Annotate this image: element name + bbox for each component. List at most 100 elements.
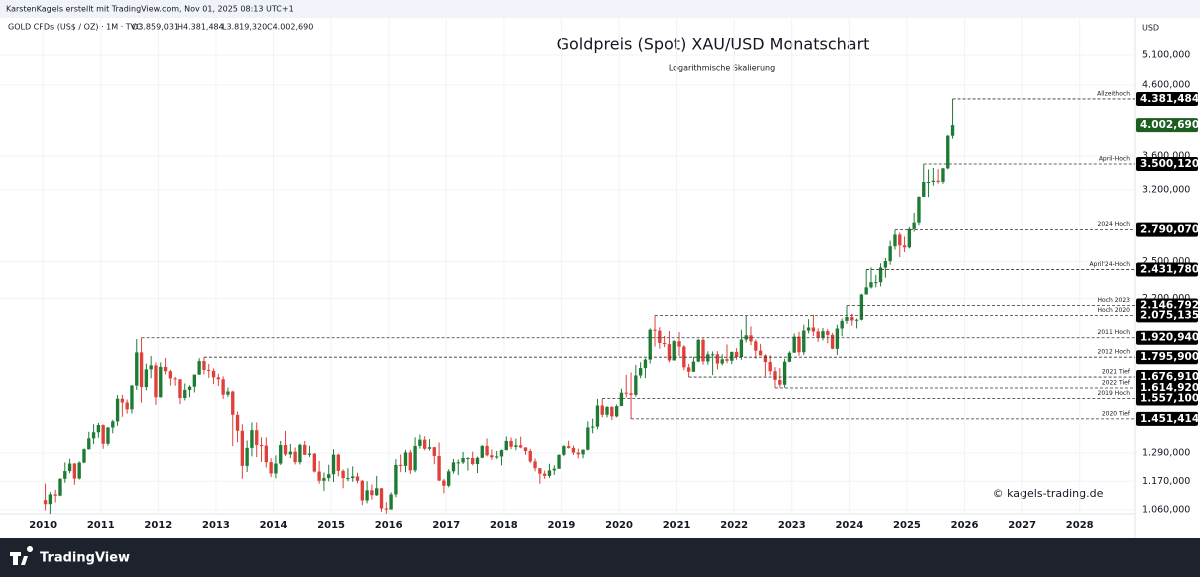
candle-body [758, 350, 763, 356]
current-price-tag [1136, 118, 1198, 133]
candle-body [111, 421, 115, 428]
candle-body [643, 359, 648, 369]
candle-body [202, 361, 206, 370]
price-tag [1136, 222, 1198, 237]
price-tag [1136, 156, 1198, 171]
level-name: 2021 Tief [1102, 369, 1131, 376]
candle-body [835, 328, 840, 349]
candle-body [259, 445, 264, 447]
x-tick-label: 2020 [605, 520, 633, 531]
candle-body [720, 359, 724, 364]
candle-body [394, 464, 398, 495]
candle-body [864, 287, 868, 295]
level-name: 2019 Hoch [1098, 390, 1131, 397]
candle-body [91, 432, 96, 439]
candle-body [605, 406, 609, 415]
candle-body [456, 462, 460, 464]
candle-body [279, 445, 283, 464]
candle-body [423, 439, 427, 449]
candle-body [869, 282, 873, 288]
candle-body [845, 317, 849, 321]
x-tick-label: 2027 [1008, 520, 1036, 531]
candle-body [701, 339, 705, 362]
candle-body [72, 463, 77, 479]
candle-body [115, 398, 120, 422]
candle-body [63, 471, 67, 479]
candle-body [375, 488, 379, 496]
y-tick-label: 3.200,000 [1142, 184, 1190, 195]
candle-body [327, 474, 331, 479]
candle-body [250, 430, 254, 448]
candle-body [547, 470, 552, 476]
candle-body [490, 455, 494, 458]
candle-body [303, 444, 307, 455]
candle-body [231, 391, 235, 415]
candle-body [77, 462, 81, 479]
candle-body [159, 366, 163, 398]
candle-body [854, 319, 859, 321]
brand: TradingView [40, 551, 130, 566]
candle-body [922, 182, 926, 197]
candle-body [667, 344, 672, 361]
candle-body [912, 222, 916, 229]
candle-body [336, 454, 340, 471]
x-tick-label: 2023 [778, 520, 806, 531]
candle-body [600, 405, 604, 415]
candle-body [677, 341, 681, 347]
candle-body [413, 445, 417, 471]
price-tag [1136, 370, 1198, 385]
candle-body [494, 456, 499, 458]
candle-body [312, 453, 316, 472]
level-name: 2022 Tief [1102, 379, 1131, 386]
x-tick-label: 2017 [432, 520, 460, 531]
candle-body [168, 371, 173, 379]
x-tick-label: 2025 [893, 520, 921, 531]
candle-body [288, 451, 293, 455]
candle-body [538, 468, 542, 474]
candle-body [48, 494, 53, 505]
candle-body [730, 351, 734, 361]
candle-body [542, 473, 547, 476]
candle-body [811, 327, 816, 332]
credit: KarstenKagels erstellt mit TradingView.c… [6, 5, 294, 14]
candle-body [432, 447, 436, 456]
candle-body [936, 180, 940, 182]
candle-body [207, 369, 211, 371]
candle-body [610, 406, 614, 417]
y-tick-label: 4.600,000 [1142, 79, 1190, 90]
candle-body [183, 389, 187, 398]
candle-body [298, 444, 302, 463]
candle-body [950, 125, 955, 136]
candle-body [130, 385, 134, 410]
candle-body [163, 366, 168, 372]
axis-unit: USD [1142, 24, 1159, 33]
candle-body [826, 331, 830, 335]
candle-body [139, 352, 144, 388]
candle-body [427, 447, 432, 449]
level-name: Hoch 2023 [1098, 297, 1131, 304]
candle-body [187, 386, 192, 390]
y-tick-label: 2.500,000 [1142, 256, 1190, 267]
ohlc-label: H4.381,484 [177, 23, 224, 32]
candle-body [883, 261, 888, 268]
top-bar [0, 0, 1200, 18]
x-tick-label: 2019 [548, 520, 576, 531]
candle-body [710, 354, 715, 356]
y-tick-label: 1.170,000 [1142, 476, 1190, 487]
candle-body [67, 463, 72, 472]
y-tick-label: 1.060,000 [1142, 504, 1190, 515]
candle-body [509, 440, 513, 447]
candle-body [878, 267, 883, 283]
x-tick-label: 2013 [202, 520, 230, 531]
candle-body [840, 320, 844, 329]
candle-body [902, 245, 907, 248]
candle-body [255, 430, 259, 446]
candle-body [144, 369, 149, 388]
price-tag-label: 1.614,920 [1140, 382, 1199, 394]
price-tag-label: 3.500,120 [1140, 158, 1199, 170]
candle-body [662, 343, 667, 345]
candle-body [768, 362, 772, 372]
level-name: April-Hoch [1099, 155, 1130, 162]
